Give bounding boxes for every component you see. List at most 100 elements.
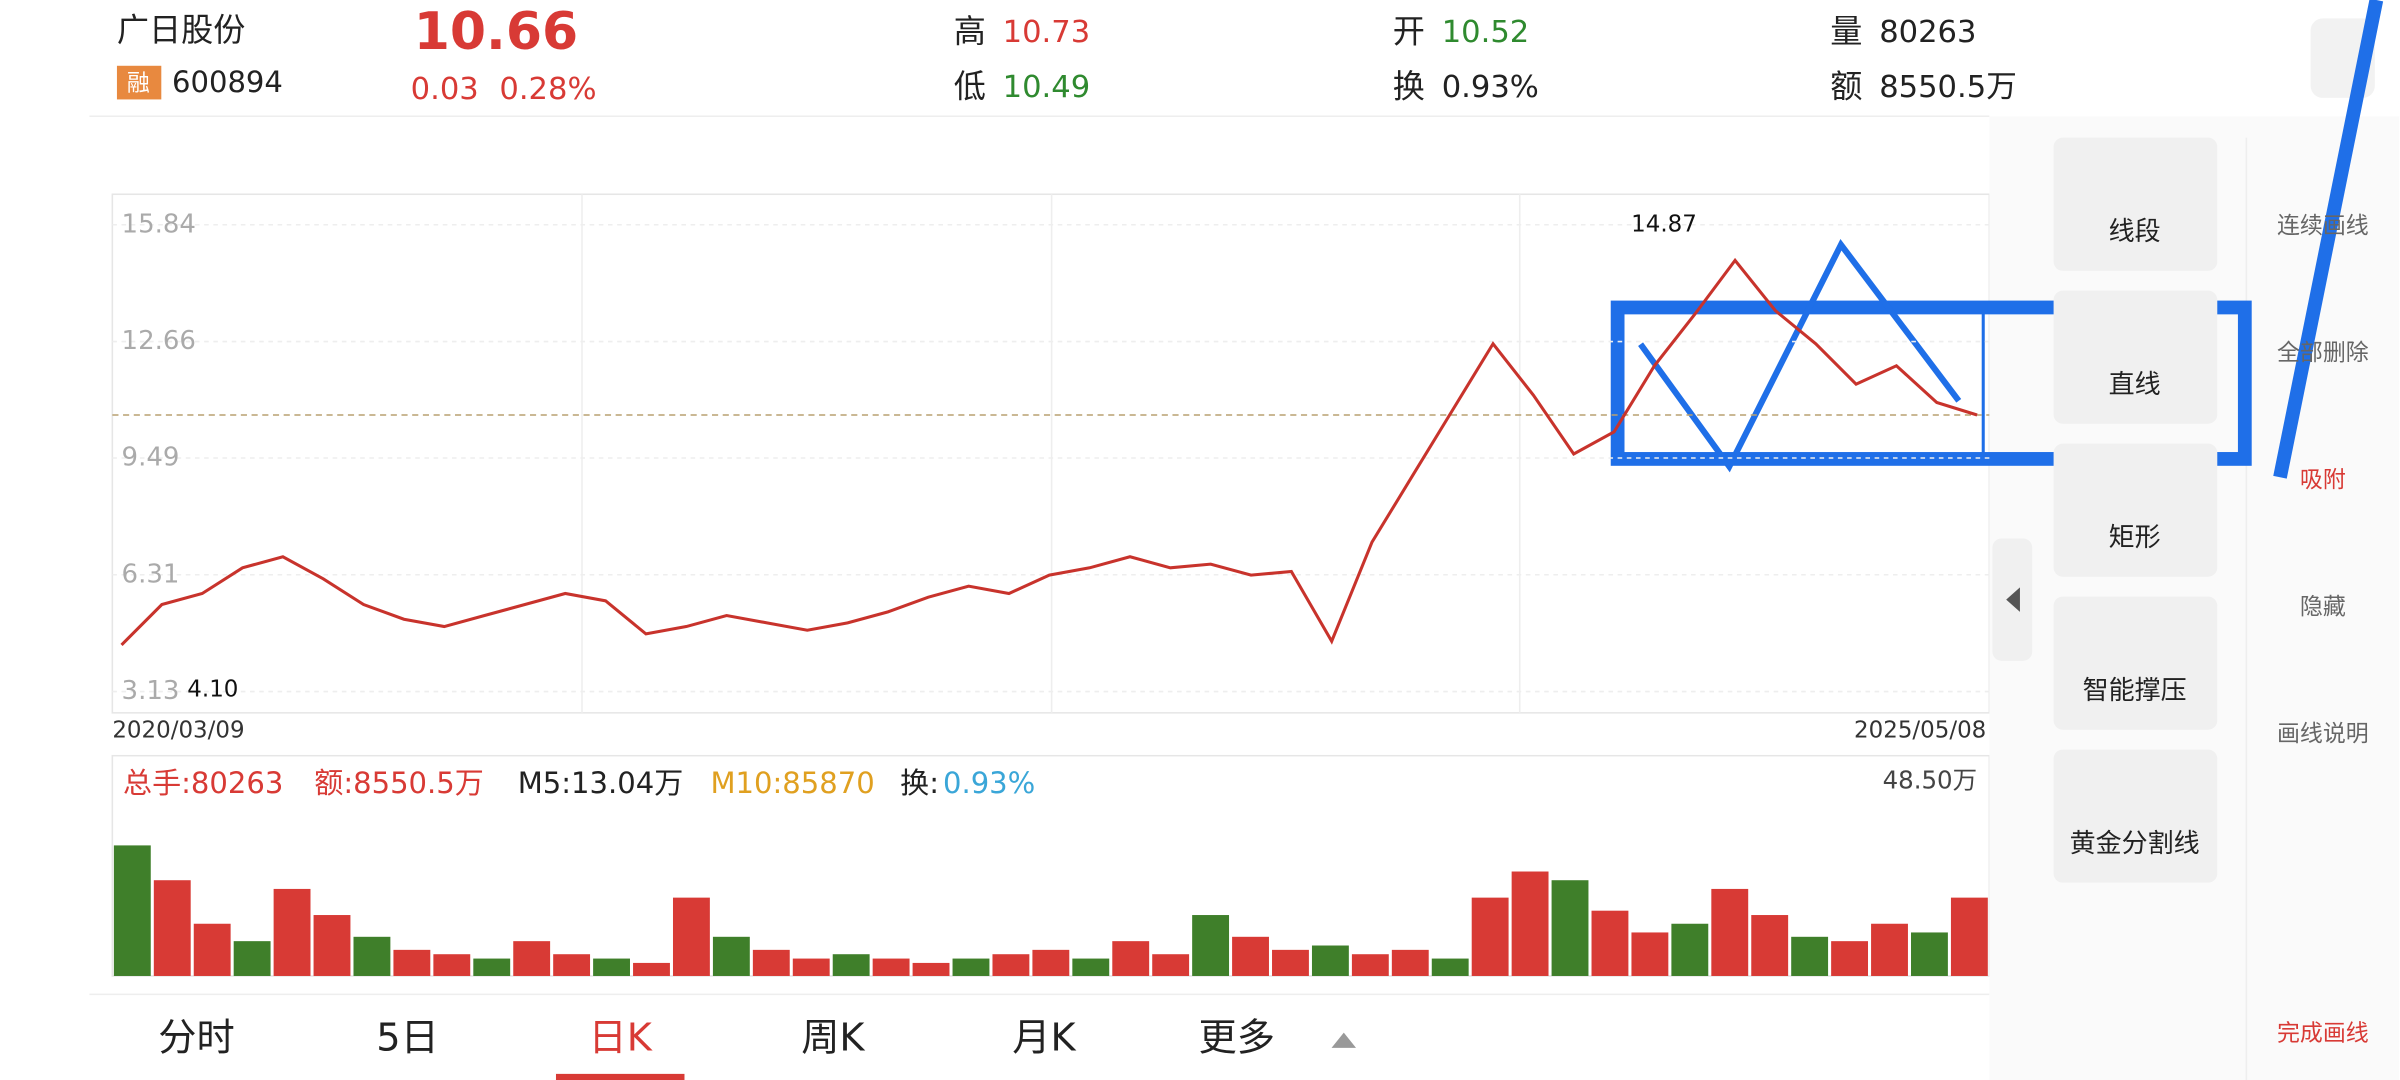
label: 高 [954,13,986,51]
label: 换 [1393,68,1425,106]
volume-bar [672,897,710,976]
label: 开 [1393,13,1425,51]
volume-bar [792,958,830,976]
code: 600894 [172,65,283,99]
stock-name: 广日股份 [117,11,245,49]
price: 10.66 [414,2,578,62]
label: 量 [1830,13,1862,51]
volume-bar [1950,897,1988,976]
tab[interactable]: 月K [1012,1017,1076,1061]
volume-bar [1791,936,1829,976]
volume-bar [233,941,271,976]
tool-label: 矩形 [2109,523,2161,553]
volume-bar [313,915,351,976]
vol-legend: M5:13.04万 [518,766,684,800]
volume-bar [1711,888,1749,976]
volume-bar [1072,958,1110,976]
volume-bar [1751,915,1789,976]
volume-bar [992,954,1030,976]
value: 10.73 [1003,15,1091,50]
x-end: 2025/05/08 [1854,718,1986,744]
volume-bar [832,954,870,976]
volume-bar [273,888,311,976]
volume-bar [1471,897,1509,976]
volume-bar [393,949,431,976]
volume-bar [193,923,231,976]
label: 额 [1830,68,1862,106]
volume-bar [1831,941,1869,976]
volume-bar [1272,949,1309,976]
value: 10.52 [1442,15,1530,50]
volume-bar [1911,932,1948,976]
pct: 0.28% [499,72,596,107]
y-tick-label: 9.49 [122,442,180,472]
volume-bar [1391,949,1429,976]
vol-legend: 0.93% [943,766,1035,800]
volume-bar [1192,915,1230,976]
tab[interactable]: 分时 [158,1017,234,1061]
tool-label: 智能撑压 [2083,676,2187,706]
volume-bar [1551,880,1589,976]
volume-bar [752,949,790,976]
side-label[interactable]: 隐藏 [2300,594,2346,620]
volume-bar [952,958,990,976]
tool-label: 黄金分割线 [2070,829,2200,859]
vol-legend: 总手:80263 [123,766,283,800]
volume-bar [912,962,950,976]
price-line [120,257,1978,646]
volume-bar [872,958,910,976]
volume-bar [1232,936,1269,976]
side-label[interactable]: 吸附 [2300,467,2346,493]
label: 低 [954,68,986,106]
vol-legend: M10:85870 [710,766,874,800]
tab[interactable]: 更多 [1198,1017,1274,1061]
volume-bar [473,958,511,976]
side-label[interactable]: 全部删除 [2277,340,2369,366]
volume-bar [1032,949,1070,976]
tag: 融 [127,71,150,97]
vol-top: 48.50万 [1883,766,1978,795]
tool-button[interactable] [2053,596,2218,730]
volume-bar [153,880,191,976]
tab[interactable]: 5日 [376,1017,439,1061]
value: 0.93% [1442,70,1539,105]
tool-button[interactable] [2053,443,2218,577]
volume-bar [113,845,151,976]
x-start: 2020/03/09 [112,718,244,744]
tool-button[interactable] [2053,290,2218,424]
max-label: 14.87 [1631,211,1697,237]
volume-bar [1112,941,1150,976]
volume-bar [1511,871,1549,976]
side-label[interactable]: 连续画线 [2277,213,2369,239]
volume-bar [633,962,670,976]
side-label[interactable]: 完成画线 [2277,1021,2369,1047]
side-label[interactable]: 画线说明 [2277,721,2369,747]
volume-bar [1152,954,1190,976]
volume-bar [433,954,471,976]
tab[interactable]: 日K [589,1017,653,1061]
tool-label: 线段 [2109,217,2161,247]
tab[interactable]: 周K [801,1017,865,1061]
volume-bar [513,941,551,976]
volume-bar [1631,932,1669,976]
tool-button[interactable] [2053,137,2218,271]
volume-bar [1671,923,1709,976]
vol-legend: 额:8550.5万 [314,766,484,800]
volume-bar [1591,910,1629,976]
volume-bar [1311,945,1349,976]
volume-bar [353,936,391,976]
volume-bar [553,954,591,976]
change: 0.03 [411,72,479,107]
volume-bar [1871,923,1908,976]
y-tick-label: 15.84 [122,209,196,239]
tool-label: 直线 [2109,370,2161,400]
value: 80263 [1879,15,1976,50]
volume-bar [1431,958,1469,976]
tool-button[interactable] [2053,749,2218,883]
y-tick-label: 12.66 [122,326,196,356]
min-label: 4.10 [187,676,238,702]
vol-legend: 换: [900,766,939,800]
drawn-rect [1610,300,2252,466]
value: 8550.5万 [1879,70,2017,105]
